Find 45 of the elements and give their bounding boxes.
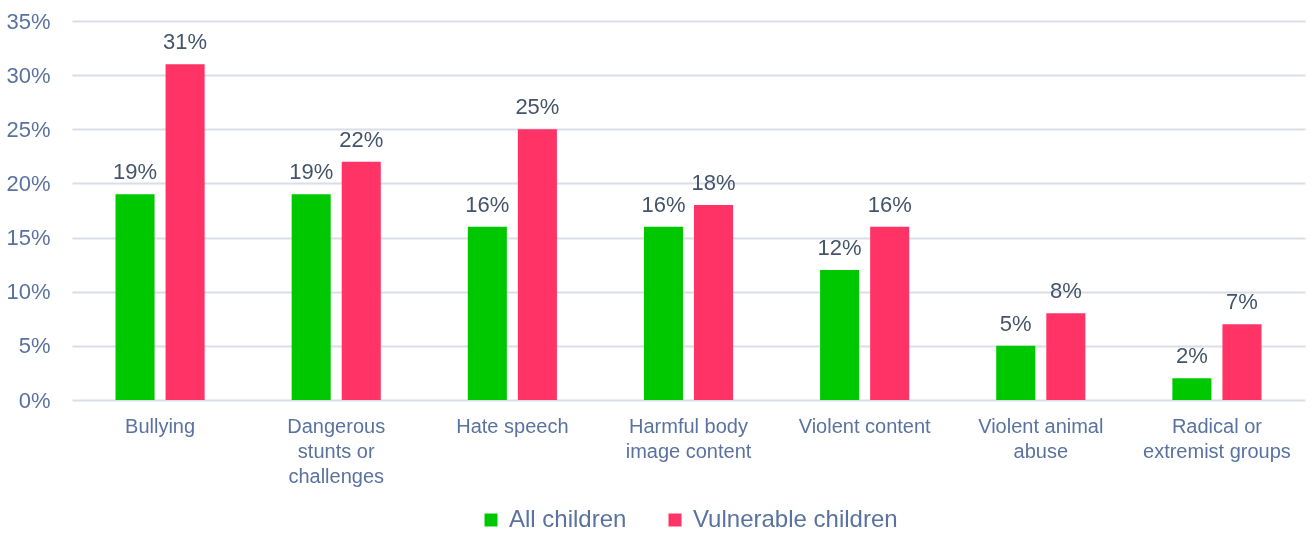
y-tick-label: 5% xyxy=(18,333,51,359)
data-label: 16% xyxy=(641,191,686,217)
data-label: 8% xyxy=(1049,278,1082,304)
bar xyxy=(517,129,557,400)
bar xyxy=(115,194,155,400)
data-label: 16% xyxy=(465,191,510,217)
y-tick-label: 30% xyxy=(6,62,51,88)
bar xyxy=(467,226,507,400)
bar xyxy=(1172,378,1212,400)
y-tick-label: 35% xyxy=(6,8,51,34)
data-label: 19% xyxy=(289,159,334,185)
x-tick-label: Harmful body image content xyxy=(625,414,752,462)
bar xyxy=(165,64,205,400)
legend-label: Vulnerable children xyxy=(693,505,898,532)
x-tick-label: Radical or extremist groups xyxy=(1143,414,1291,462)
x-tick-label: Hate speech xyxy=(456,414,569,437)
bar xyxy=(1046,313,1086,400)
bar xyxy=(694,205,734,400)
bar xyxy=(996,345,1036,400)
bar xyxy=(643,226,683,400)
data-label: 7% xyxy=(1226,289,1258,315)
bar xyxy=(341,161,381,400)
x-tick-label: Dangerous stunts or challenges xyxy=(287,414,386,487)
y-tick-label: 25% xyxy=(6,116,51,142)
x-tick-label: Violent animal abuse xyxy=(978,414,1104,462)
y-tick-label: 15% xyxy=(6,225,51,251)
data-label: 5% xyxy=(999,310,1032,336)
data-label: 19% xyxy=(113,159,158,185)
bar xyxy=(820,270,860,400)
y-tick-label: 20% xyxy=(6,170,51,196)
legend-label: All children xyxy=(509,505,627,532)
data-label: 18% xyxy=(691,170,736,196)
x-tick-label: Violent content xyxy=(798,414,932,437)
y-tick-label: 0% xyxy=(18,387,51,413)
data-label: 31% xyxy=(163,29,208,55)
data-label: 25% xyxy=(515,94,560,120)
y-tick-label: 10% xyxy=(6,279,51,305)
bar xyxy=(291,194,331,400)
bar xyxy=(1222,324,1262,400)
x-tick-label: Bullying xyxy=(125,414,196,437)
data-label: 22% xyxy=(339,126,384,152)
data-label: 2% xyxy=(1175,343,1208,369)
data-label: 16% xyxy=(867,191,912,217)
data-label: 12% xyxy=(817,235,862,261)
bar xyxy=(870,226,910,400)
